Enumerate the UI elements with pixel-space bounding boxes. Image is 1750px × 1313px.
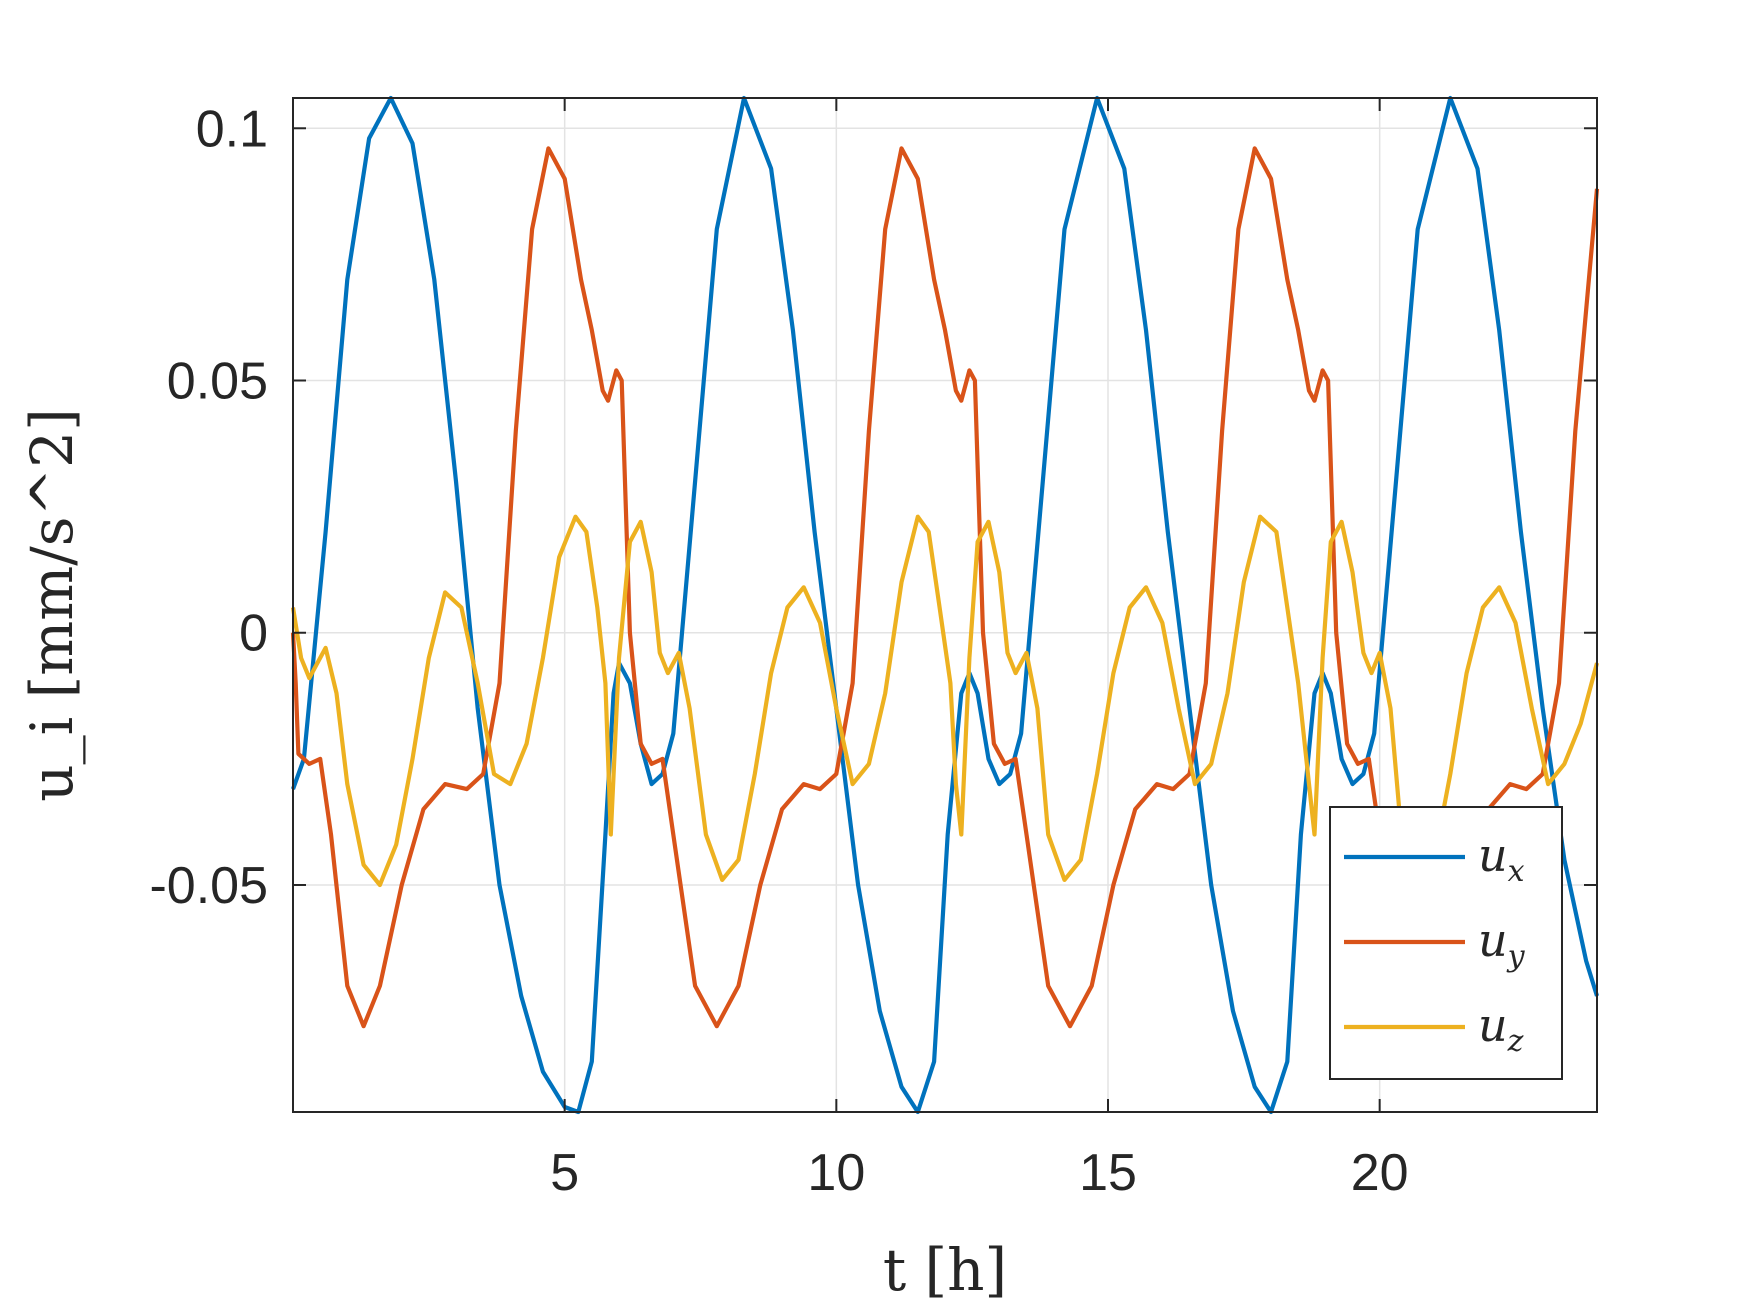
x-tick-label: 15: [1079, 1144, 1137, 1202]
y-tick-label: 0: [239, 605, 268, 663]
x-axis-label: t [h]: [883, 1236, 1007, 1304]
plot-frame: [292, 97, 1598, 1113]
y-tick-label: 0.05: [167, 353, 268, 411]
y-tick-label: -0.05: [149, 857, 268, 915]
series-line-z: [290, 514, 1600, 888]
plot-series: [290, 95, 1600, 1115]
ticks: [293, 98, 1597, 1112]
y-tick-label: 0.1: [196, 100, 268, 158]
legend-label-z: uz: [1478, 998, 1524, 1059]
x-tick-label: 5: [550, 1144, 579, 1202]
legend-label-x: ux: [1478, 828, 1525, 889]
series-line-y: [290, 146, 1600, 1029]
legend: ux uy uz: [1329, 806, 1563, 1080]
y-axis-label: u_i [mm/s^2]: [18, 408, 86, 801]
x-tick-label: 10: [807, 1144, 865, 1202]
tick-labels: 5 10 15 20 -0.05 0 0.05 0.1: [149, 100, 1408, 1202]
legend-label-y: uy: [1478, 913, 1526, 974]
x-tick-label: 20: [1351, 1144, 1409, 1202]
